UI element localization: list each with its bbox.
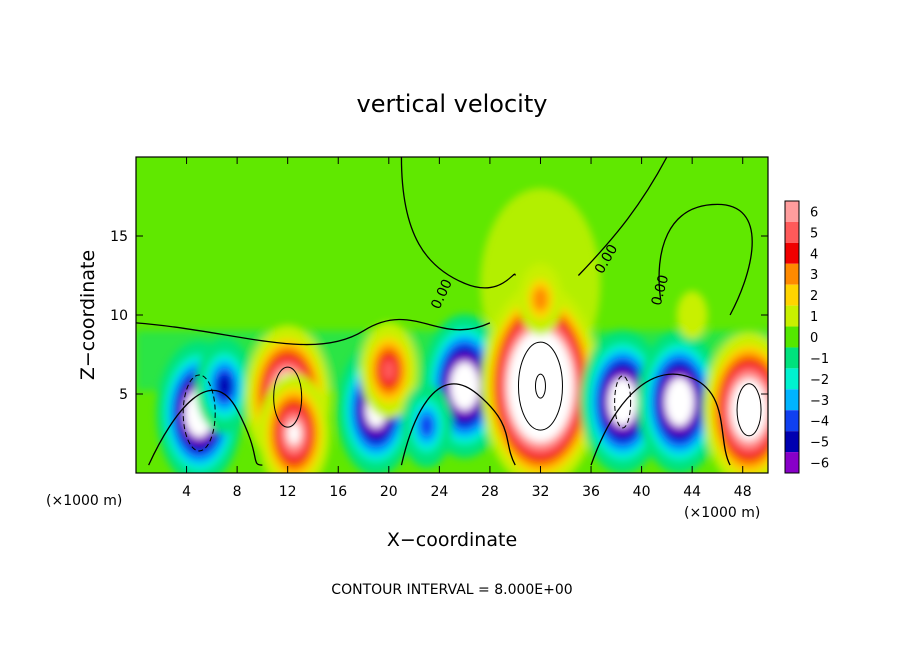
x-tick-label: 24 (430, 484, 448, 500)
x-tick-label: 16 (329, 484, 347, 500)
velocity-cell (258, 373, 330, 473)
zero-contour (400, 383, 516, 466)
colorbar-label: −1 (810, 352, 829, 367)
x-tick-label: 48 (734, 484, 752, 500)
colorbar-label: −4 (810, 415, 829, 430)
colorbar-label: 1 (810, 310, 818, 325)
velocity-cell (636, 329, 723, 473)
cell-level (534, 376, 547, 396)
colorbar-label: 0 (810, 331, 818, 346)
zero-contour (136, 318, 491, 346)
zero-contour (148, 389, 263, 466)
colorbar-frame (784, 200, 800, 474)
colorbar-swatch (785, 368, 799, 390)
colorbar-label: 2 (810, 289, 818, 304)
y-tick-label: 15 (110, 229, 128, 245)
inner-contour (182, 374, 216, 452)
colorbar-label: −6 (810, 457, 829, 472)
colorbar-swatch (785, 347, 799, 369)
cell-level (419, 414, 434, 438)
x-axis: 4 8 12 16 20 24 28 32 36 40 44 48 (182, 157, 752, 500)
velocity-cell (703, 331, 768, 473)
zero-contour (658, 203, 753, 316)
cell-level (673, 391, 686, 413)
colorbar-swatch (785, 221, 799, 243)
colorbar-swatch (785, 410, 799, 432)
x-tick-label: 32 (532, 484, 550, 500)
inner-contour (534, 373, 546, 399)
inner-contour (614, 375, 632, 429)
colorbar-swatch (785, 284, 799, 306)
velocity-field (136, 188, 768, 473)
velocity-cell (676, 291, 708, 339)
cell-level (533, 287, 548, 312)
cell-level (287, 422, 301, 445)
velocity-cell (195, 338, 254, 435)
y-axis: 5 10 15 (110, 229, 768, 403)
colorbar-label: −3 (810, 394, 829, 409)
y-tick-label: 10 (110, 308, 128, 324)
colorbar-swatch (785, 389, 799, 411)
contour-label: 0.00 (649, 273, 673, 307)
colorbar-swatch (785, 326, 799, 348)
inner-contour (273, 366, 303, 428)
colorbar-label: 6 (810, 205, 818, 220)
x-axis-label: X−coordinate (387, 529, 517, 551)
x-tick-label: 20 (380, 484, 398, 500)
x-tick-label: 36 (582, 484, 600, 500)
x-tick-label: 40 (633, 484, 651, 500)
x-tick-label: 4 (182, 484, 191, 500)
colorbar-label: 4 (810, 247, 818, 262)
cell-level (682, 300, 702, 330)
colorbar-swatch (785, 242, 799, 264)
chart-title: vertical velocity (357, 90, 548, 118)
plot-area: 0.000.000.00 (136, 157, 768, 473)
inner-contour (736, 383, 762, 437)
colorbar-swatch (785, 305, 799, 327)
colorbar-swatch (785, 201, 799, 222)
colorbar-label: −5 (810, 436, 829, 451)
zero-contour (577, 157, 668, 276)
colorbar-label: 3 (810, 268, 818, 283)
velocity-cell (401, 383, 453, 468)
cell-level (382, 359, 396, 382)
contour-interval-note: CONTOUR INTERVAL = 8.000E+00 (331, 582, 572, 598)
velocity-cell (359, 322, 418, 419)
velocity-cell (480, 284, 601, 473)
zero-contour (400, 157, 516, 289)
y-axis-label: Z−coordinate (77, 250, 99, 380)
inner-contour (517, 341, 563, 431)
x-scale-label-left: (×1000 m) (46, 493, 122, 509)
colorbar-swatch (785, 452, 799, 473)
colorbar-label: −2 (810, 373, 829, 388)
colorbar-label: 5 (810, 226, 818, 241)
x-tick-label: 8 (233, 484, 242, 500)
cell-level (743, 399, 756, 420)
x-scale-label-right: (×1000 m) (684, 505, 760, 521)
colorbar-swatch (785, 263, 799, 285)
velocity-cell (518, 263, 563, 336)
colorbar-swatch (785, 431, 799, 453)
colorbar: 6 5 4 3 2 1 0 −1 −2 −3 −4 −5 −6 (784, 200, 829, 474)
x-tick-label: 12 (279, 484, 297, 500)
y-tick-label: 5 (119, 387, 128, 403)
x-tick-label: 28 (481, 484, 499, 500)
x-tick-label: 44 (683, 484, 701, 500)
